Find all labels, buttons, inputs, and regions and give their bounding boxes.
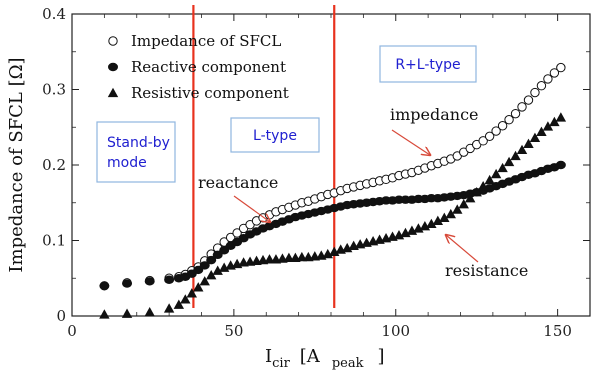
impedance-point [556,62,566,73]
annotation-arrow [391,129,430,155]
resistive-point [536,126,547,136]
resistive-point [510,150,521,161]
x-axis-title-xlabel-unit-sub: peak [332,356,364,371]
resistive-point [452,204,463,214]
impedance-point [478,136,488,146]
resistive-point [121,308,133,318]
legend-label: Reactive component [131,58,286,76]
y-tick-label: 0 [56,307,66,325]
legend-label: Impedance of SFCL [131,32,281,50]
impedance-point [543,74,553,84]
x-tick-label: 50 [224,322,243,340]
resistive-point [99,309,110,319]
region-label-box [230,117,320,153]
resistive-point [529,132,541,142]
x-tick-label: 100 [381,322,410,340]
y-tick-label: 0.4 [42,5,66,23]
resistive-point [477,180,489,191]
resistive-point [439,212,450,223]
annotation-reactance: reactance [198,173,278,192]
impedance-point [517,102,527,112]
impedance-point [536,81,547,91]
reactive-point [144,277,155,286]
resistive-point [497,162,508,173]
resistive-point [490,168,502,179]
reactive-point [99,281,110,290]
resistive-point [471,186,482,197]
region-label: R+L-type [395,57,460,73]
y-axis-title: Impedance of SFCL [Ω] [6,57,27,272]
resistive-point [523,138,534,149]
x-axis-title: Icir [A peak] [265,346,385,371]
resistive-point [212,265,223,275]
resistive-point [193,282,204,292]
resistive-point [516,144,528,155]
impedance-point [504,115,514,125]
resistive-point [445,208,456,219]
impedance-point [497,121,508,131]
resistive-point [163,303,175,313]
x-tick-label: 0 [67,322,77,340]
y-tick-label: 0.3 [42,81,66,99]
reactive-point [164,275,175,284]
annotation-arrow [446,235,479,263]
reactive-point [206,255,217,265]
resistive-point [484,174,495,185]
region-label-box [379,45,477,83]
resistive-point [180,294,191,304]
impedance-point [530,87,540,98]
y-tick-label: 0.2 [42,156,66,174]
legend-marker [108,36,118,46]
impedance-point [510,108,521,119]
impedance-point [523,95,534,105]
x-axis-title-xlabel-sub: cir [272,356,290,371]
impedance-point [232,228,242,238]
reactive-point [199,261,210,270]
resistive-point [555,112,567,122]
region-label: L-type [253,128,297,144]
resistive-point [458,199,469,209]
annotation-arrow [233,195,270,222]
annotation-resistance: resistance [445,261,528,280]
resistive-point [206,270,217,280]
resistive-point [503,156,515,167]
reactive-point [555,160,566,170]
resistive-point [549,116,560,127]
x-axis-title-xlabel-main: I [265,346,272,367]
resistive-point [426,218,437,229]
legend-label: Resistive component [131,84,289,102]
resistive-point [186,288,197,298]
x-axis-title-xlabel-unit-close: ] [377,346,384,367]
resistive-point [465,193,476,203]
resistive-point [432,215,444,226]
x-axis-title-xlabel-unit-open: [A [300,346,321,367]
region-label: Stand-by [107,135,170,151]
resistive-point [542,121,554,131]
impedance-point [484,131,495,142]
region-label: mode [107,155,147,171]
reactive-point [122,279,133,288]
resistive-point [144,307,155,317]
legend-marker [108,62,118,72]
legend-marker [107,87,119,98]
annotation-impedance: impedance [390,105,479,124]
impedance-point [491,126,501,136]
y-tick-label: 0.1 [42,232,66,250]
resistive-point [199,276,210,286]
impedance-point [549,68,560,78]
resistive-point [173,299,185,309]
region-label-box [96,121,176,183]
x-tick-label: 150 [543,322,572,340]
